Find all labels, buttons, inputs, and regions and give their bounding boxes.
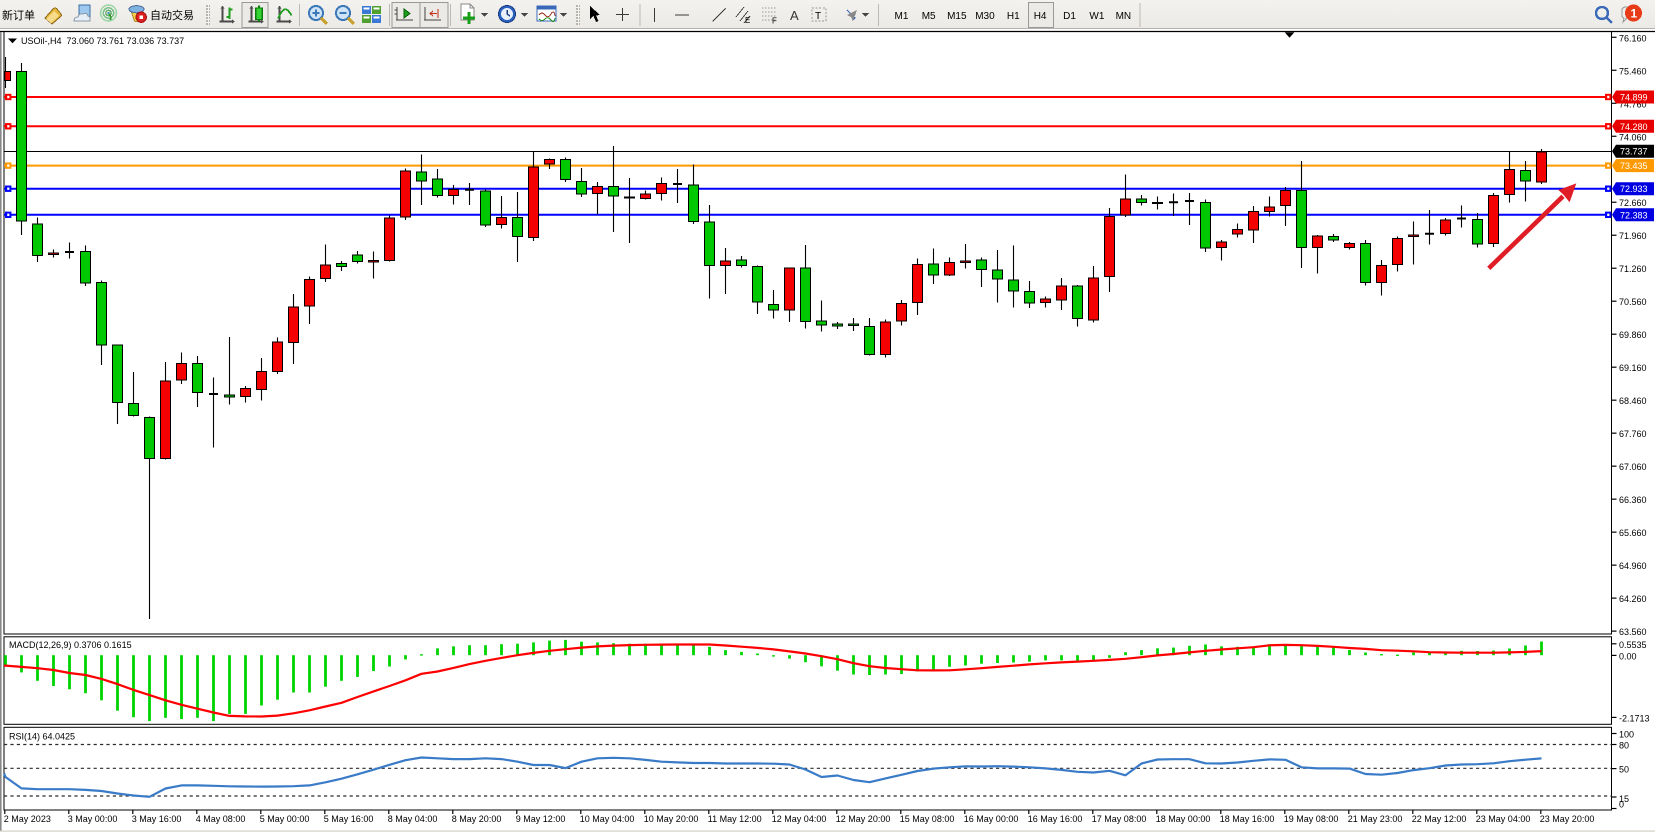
svg-text:3 May 00:00: 3 May 00:00 (68, 814, 118, 824)
svg-text:65.660: 65.660 (1619, 528, 1647, 538)
svg-text:M30: M30 (975, 11, 995, 22)
svg-text:0: 0 (1619, 800, 1624, 810)
svg-text:15 May 08:00: 15 May 08:00 (900, 814, 955, 824)
svg-text:74.899: 74.899 (1620, 93, 1648, 103)
svg-text:2 May 2023: 2 May 2023 (4, 814, 51, 824)
svg-text:50: 50 (1619, 765, 1629, 775)
svg-text:71.260: 71.260 (1619, 264, 1647, 274)
svg-text:USOil-,H4 73.060 73.761 73.03: USOil-,H4 73.060 73.761 73.036 73.737 (21, 36, 184, 46)
svg-text:67.760: 67.760 (1619, 429, 1647, 439)
svg-text:10 May 20:00: 10 May 20:00 (644, 814, 699, 824)
svg-text:72.933: 72.933 (1620, 184, 1648, 194)
svg-text:12 May 04:00: 12 May 04:00 (772, 814, 827, 824)
svg-text:69.160: 69.160 (1619, 363, 1647, 373)
svg-text:75.460: 75.460 (1619, 66, 1647, 76)
svg-text:A: A (790, 8, 799, 23)
svg-text:64.960: 64.960 (1619, 561, 1647, 571)
svg-text:19 May 08:00: 19 May 08:00 (1284, 814, 1339, 824)
svg-text:71.960: 71.960 (1619, 231, 1647, 241)
svg-text:67.060: 67.060 (1619, 462, 1647, 472)
svg-text:自动交易: 自动交易 (150, 8, 194, 22)
svg-text:68.460: 68.460 (1619, 396, 1647, 406)
svg-text:MACD(12,26,9) 0.3706 0.1615: MACD(12,26,9) 0.3706 0.1615 (9, 640, 132, 650)
svg-text:70.560: 70.560 (1619, 297, 1647, 307)
svg-text:80: 80 (1619, 741, 1629, 751)
svg-text:MN: MN (1116, 11, 1132, 22)
svg-text:73.737: 73.737 (1620, 147, 1648, 157)
svg-text:T: T (815, 11, 821, 22)
svg-text:10 May 04:00: 10 May 04:00 (580, 814, 635, 824)
svg-text:76.160: 76.160 (1619, 33, 1647, 43)
svg-text:11 May 12:00: 11 May 12:00 (708, 814, 762, 824)
svg-text:16 May 16:00: 16 May 16:00 (1028, 814, 1083, 824)
svg-text:M5: M5 (922, 11, 936, 22)
svg-text:74.280: 74.280 (1620, 122, 1648, 132)
svg-text:15: 15 (1619, 794, 1629, 804)
svg-text:72.383: 72.383 (1620, 210, 1648, 220)
svg-text:16 May 00:00: 16 May 00:00 (964, 814, 1019, 824)
svg-text:22 May 12:00: 22 May 12:00 (1412, 814, 1467, 824)
svg-text:H4: H4 (1034, 11, 1047, 22)
svg-text:74.060: 74.060 (1619, 132, 1647, 142)
svg-text:RSI(14) 64.0425: RSI(14) 64.0425 (9, 732, 75, 742)
svg-text:W1: W1 (1089, 11, 1104, 22)
svg-text:64.260: 64.260 (1619, 594, 1647, 604)
svg-text:17 May 08:00: 17 May 08:00 (1092, 814, 1147, 824)
svg-text:新订单: 新订单 (2, 8, 35, 22)
svg-text:M15: M15 (947, 11, 967, 22)
svg-text:D1: D1 (1063, 11, 1076, 22)
svg-text:1: 1 (1631, 7, 1638, 21)
svg-text:63.560: 63.560 (1619, 627, 1647, 637)
svg-text:21 May 23:00: 21 May 23:00 (1348, 814, 1403, 824)
svg-text:4 May 08:00: 4 May 08:00 (196, 814, 246, 824)
svg-text:3 May 16:00: 3 May 16:00 (132, 814, 182, 824)
svg-text:8 May 20:00: 8 May 20:00 (452, 814, 502, 824)
svg-text:9 May 12:00: 9 May 12:00 (516, 814, 566, 824)
svg-text:18 May 16:00: 18 May 16:00 (1220, 814, 1275, 824)
svg-text:18 May 00:00: 18 May 00:00 (1156, 814, 1211, 824)
svg-text:M1: M1 (895, 11, 909, 22)
svg-text:5 May 00:00: 5 May 00:00 (260, 814, 310, 824)
svg-text:0.00: 0.00 (1619, 651, 1637, 661)
svg-text:E: E (745, 16, 750, 25)
svg-text:23 May 04:00: 23 May 04:00 (1476, 814, 1531, 824)
svg-text:0.5535: 0.5535 (1619, 640, 1647, 650)
svg-text:73.435: 73.435 (1620, 161, 1648, 171)
svg-text:72.660: 72.660 (1619, 198, 1647, 208)
svg-text:66.360: 66.360 (1619, 495, 1647, 505)
svg-text:23 May 20:00: 23 May 20:00 (1540, 814, 1595, 824)
svg-text:8 May 04:00: 8 May 04:00 (388, 814, 438, 824)
svg-text:H1: H1 (1007, 11, 1020, 22)
svg-text:5 May 16:00: 5 May 16:00 (324, 814, 374, 824)
svg-text:F: F (772, 17, 777, 26)
svg-text:12 May 20:00: 12 May 20:00 (836, 814, 891, 824)
svg-text:74.760: 74.760 (1619, 99, 1647, 109)
svg-text:-2.1713: -2.1713 (1619, 713, 1650, 723)
svg-text:69.860: 69.860 (1619, 330, 1647, 340)
svg-text:100: 100 (1619, 730, 1634, 740)
